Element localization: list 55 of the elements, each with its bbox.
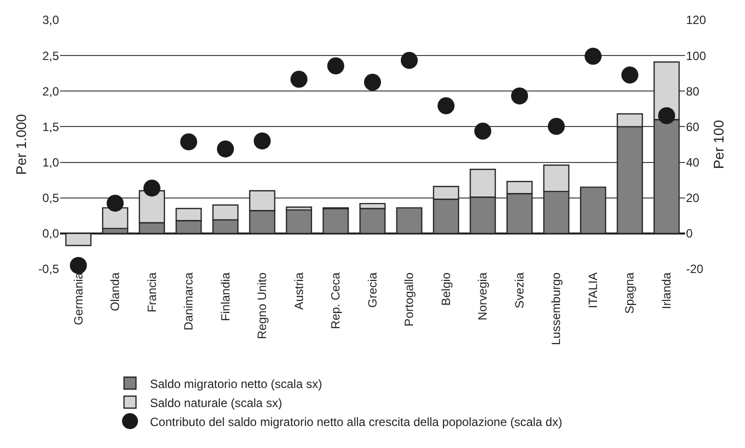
legend-label: Saldo naturale (scala sx) (150, 396, 282, 410)
x-tick-label: Svezia (512, 272, 526, 308)
x-tick-label: Francia (144, 272, 159, 312)
y-tick-label: -0,5 (38, 262, 60, 276)
y-tick-label: 3,0 (42, 13, 60, 28)
x-tick-label: Lussemburgo (549, 272, 564, 346)
y2-tick-label: 60 (686, 120, 700, 134)
x-tick-label: Danimarca (182, 272, 196, 330)
point (438, 97, 455, 114)
point (658, 107, 676, 124)
x-tick-label: Olanda (108, 272, 122, 312)
y2-tick-label: 0 (686, 226, 693, 241)
y-tick-label: 1,5 (42, 120, 60, 134)
point (400, 52, 418, 69)
point (584, 48, 602, 65)
x-tick-label: Regno Unito (255, 272, 270, 340)
point (70, 256, 87, 274)
x-tick-label: Rep. Ceca (328, 272, 343, 330)
point (106, 194, 124, 212)
y-tick-label: 1,0 (42, 155, 60, 170)
point (474, 122, 492, 140)
x-tick-label: Austria (292, 272, 306, 310)
x-tick-label: Irlanda (660, 272, 674, 310)
x-tick-label: Spagna (622, 272, 637, 314)
y-tick-label: 0,5 (42, 191, 60, 206)
point (290, 70, 308, 88)
legend-label: Contributo del saldo migratorio netto alla crescita della popolazione (scala dx) (150, 414, 562, 429)
point (254, 132, 271, 150)
y2-tick-label: 120 (686, 13, 706, 28)
y-axis-title: Per 1.000 (12, 114, 29, 175)
x-tick-label: Portogallo (402, 272, 416, 326)
y-tick-label: 0,0 (42, 226, 60, 241)
point (216, 140, 234, 158)
y2-tick-label: 20 (686, 191, 700, 206)
point (180, 133, 198, 150)
y2-tick-label: 40 (686, 155, 700, 170)
point (143, 180, 160, 197)
x-tick-label: ITALIA (586, 272, 600, 308)
point (511, 87, 528, 104)
y-tick-label: 2,0 (42, 84, 60, 98)
x-tick-label: Grecia (365, 272, 380, 308)
y2-axis-title: Per 100 (710, 120, 727, 170)
x-tick-label: Finlandia (218, 272, 232, 322)
y2-tick-label: -20 (686, 262, 704, 276)
point (548, 118, 565, 135)
x-tick-label: Belgio (438, 272, 453, 306)
x-tick-label: Germania (71, 272, 86, 326)
y2-tick-label: 100 (686, 48, 706, 63)
y-tick-label: 2,5 (42, 48, 60, 63)
point (327, 57, 344, 74)
x-tick-label: Norvegia (476, 272, 490, 320)
legend-label: Saldo migratorio netto (scala sx) (150, 376, 322, 391)
point (621, 66, 638, 84)
y2-tick-label: 80 (686, 84, 700, 98)
point (364, 74, 381, 91)
